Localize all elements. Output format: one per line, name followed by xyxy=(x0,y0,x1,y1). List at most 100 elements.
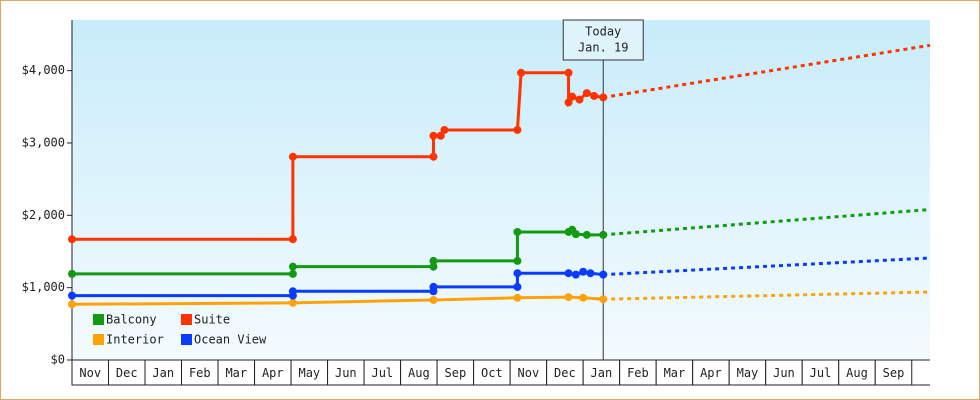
data-point xyxy=(288,298,297,307)
data-point xyxy=(513,282,522,291)
data-point xyxy=(564,98,573,107)
y-tick-label: $4,000 xyxy=(22,63,65,77)
x-tick-label: Jun xyxy=(773,366,795,380)
x-tick-label: Apr xyxy=(700,366,722,380)
data-point xyxy=(68,291,76,300)
y-tick-label: $2,000 xyxy=(22,208,65,222)
month-cell xyxy=(400,359,438,386)
legend-swatch xyxy=(181,334,192,345)
month-cell xyxy=(874,359,913,386)
month-cell xyxy=(765,359,803,386)
data-point xyxy=(564,68,573,77)
x-tick-label: Feb xyxy=(189,366,211,380)
data-point xyxy=(513,293,522,302)
data-point xyxy=(582,230,591,239)
legend-label: Balcony xyxy=(106,313,157,327)
data-point xyxy=(68,235,76,244)
legend-label: Ocean View xyxy=(194,333,267,347)
x-tick-label: Jan xyxy=(152,366,174,380)
x-tick-label: Mar xyxy=(664,366,686,380)
data-point xyxy=(568,92,577,101)
data-point xyxy=(599,270,608,279)
month-cell xyxy=(217,359,256,386)
data-point xyxy=(571,230,580,239)
data-point xyxy=(429,152,438,161)
x-tick-label: Jan xyxy=(591,366,613,380)
month-cell xyxy=(692,359,730,386)
data-point xyxy=(513,227,522,236)
legend-label: Suite xyxy=(194,313,230,327)
month-cell xyxy=(619,359,657,386)
month-cell xyxy=(327,359,365,386)
month-cell xyxy=(71,359,110,386)
data-point xyxy=(599,230,608,239)
forecast-line xyxy=(603,256,931,277)
legend-swatch xyxy=(93,314,104,325)
x-tick-label: Aug xyxy=(846,366,868,380)
legend-swatch xyxy=(181,314,192,325)
x-tick-label: Nov xyxy=(518,366,540,380)
x-tick-label: Dec xyxy=(116,366,138,380)
data-point xyxy=(68,269,76,278)
data-point xyxy=(517,68,526,77)
x-tick-label: Sep xyxy=(883,366,905,380)
x-tick-label: Apr xyxy=(262,366,284,380)
x-tick-label: Mar xyxy=(225,366,247,380)
data-point xyxy=(429,295,438,304)
x-tick-label: Jul xyxy=(810,366,832,380)
data-point xyxy=(288,262,297,271)
data-point xyxy=(586,269,595,278)
month-cell xyxy=(509,359,548,386)
data-point xyxy=(564,269,573,278)
legend-label: Interior xyxy=(106,333,164,347)
legend-swatch xyxy=(93,334,104,345)
x-tick-label: Feb xyxy=(627,366,649,380)
data-point xyxy=(288,287,297,296)
data-point xyxy=(513,256,522,265)
x-tick-label: May xyxy=(298,366,320,380)
data-point xyxy=(579,267,588,276)
data-point xyxy=(564,293,573,302)
data-point xyxy=(513,269,522,278)
data-point xyxy=(288,269,297,278)
x-tick-label: Sep xyxy=(445,366,467,380)
month-cell xyxy=(801,359,840,386)
data-point xyxy=(429,256,438,265)
month-cell xyxy=(181,359,219,386)
x-tick-label: Oct xyxy=(481,366,503,380)
x-tick-label: Nov xyxy=(79,366,101,380)
data-point xyxy=(440,125,449,134)
forecast-line xyxy=(603,290,931,301)
x-tick-label: Jun xyxy=(335,366,357,380)
data-point xyxy=(571,270,580,279)
x-tick-label: May xyxy=(737,366,759,380)
forecast-line xyxy=(603,208,931,237)
month-cell xyxy=(473,359,511,386)
plot-area xyxy=(72,20,930,360)
x-tick-label: Dec xyxy=(554,366,576,380)
data-point xyxy=(429,262,438,271)
data-point xyxy=(599,93,608,102)
series-line xyxy=(72,71,604,241)
data-point xyxy=(288,235,297,244)
x-tick-label: Jul xyxy=(371,366,393,380)
data-point xyxy=(68,300,76,309)
month-cell xyxy=(108,359,146,386)
data-point xyxy=(575,95,584,104)
data-point xyxy=(590,91,599,100)
today-label: Today xyxy=(585,25,621,39)
data-point xyxy=(513,125,522,134)
month-cell xyxy=(144,359,183,386)
x-tick-label: Aug xyxy=(408,366,430,380)
data-point xyxy=(599,295,608,304)
data-point xyxy=(579,293,588,302)
month-cell xyxy=(582,359,621,386)
forecast-line xyxy=(602,43,931,99)
data-point xyxy=(436,131,445,140)
data-point xyxy=(582,89,591,98)
today-box xyxy=(562,19,644,61)
today-label: Jan. 19 xyxy=(578,41,629,55)
y-tick-label: $1,000 xyxy=(22,280,65,294)
data-point xyxy=(288,152,297,161)
